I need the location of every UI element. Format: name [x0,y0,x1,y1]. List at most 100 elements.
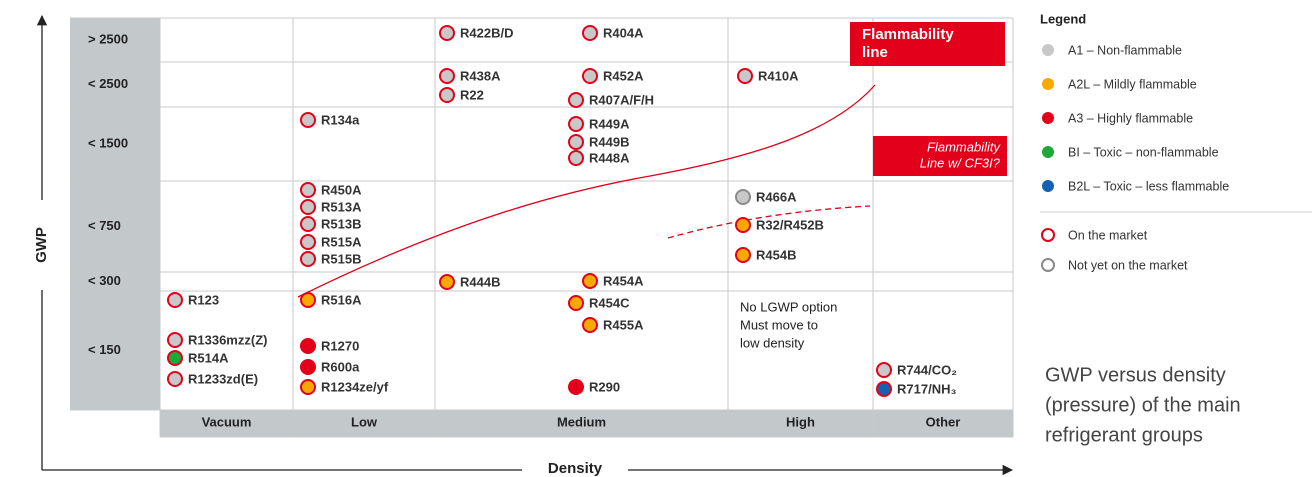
row-label: < 2500 [88,76,128,91]
refrigerant-marker [300,359,316,375]
legend-dot [1042,44,1054,56]
refrigerant-marker [582,273,598,289]
refrigerant-label: R600a [321,359,360,374]
note: No LGWP option [740,299,837,314]
refrigerant-label: R466A [756,189,797,204]
refrigerant-marker [568,116,584,132]
legend-label: A1 – Non-flammable [1068,43,1182,57]
callout-text: Flammability [927,139,1001,154]
refrigerant-marker [876,381,892,397]
x-axis-label: Density [548,460,603,477]
refrigerant-label: R515A [321,234,362,249]
refrigerant-label: R404A [603,25,644,40]
refrigerant-marker [439,274,455,290]
refrigerant-marker [439,87,455,103]
refrigerant-marker [735,217,751,233]
refrigerant-marker [439,68,455,84]
refrigerant-marker [300,379,316,395]
callout-text: Line w/ CF3I? [920,155,1001,170]
refrigerant-label: R32/R452B [756,217,824,232]
refrigerant-label: R516A [321,292,362,307]
column-header-bg [160,410,1013,437]
refrigerant-label: R515B [321,251,361,266]
refrigerant-label: R454B [756,247,796,262]
callout-text: line [862,44,888,61]
refrigerant-label: R22 [460,87,484,102]
column-label: High [786,414,815,429]
refrigerant-marker [300,234,316,250]
refrigerant-label: R1336mzz(Z) [188,332,267,347]
column-label: Other [926,414,961,429]
refrigerant-marker [876,362,892,378]
refrigerant-marker [582,317,598,333]
note: low density [740,335,805,350]
refrigerant-label: R422B/D [460,25,513,40]
callout-text: Flammability [862,26,954,43]
refrigerant-label: R134a [321,112,360,127]
caption: refrigerant groups [1045,424,1203,446]
refrigerant-label: R449B [589,134,629,149]
refrigerant-marker [568,92,584,108]
refrigerant-marker [167,332,183,348]
refrigerant-label: R1270 [321,338,359,353]
legend-label: Not yet on the market [1068,258,1188,272]
refrigerant-label: R290 [589,379,620,394]
refrigerant-marker [568,134,584,150]
refrigerant-marker [300,199,316,215]
legend-title: Legend [1040,11,1086,26]
legend-label: A3 – Highly flammable [1068,111,1193,125]
refrigerant-marker [167,292,183,308]
legend-label: BI – Toxic – non-flammable [1068,145,1219,159]
refrigerant-marker [300,338,316,354]
refrigerant-marker [735,189,751,205]
refrigerant-marker [300,112,316,128]
column-label: Low [351,414,378,429]
grid [70,17,1014,438]
flammability-line [297,84,876,298]
refrigerant-label: R450A [321,182,362,197]
refrigerant-label: R123 [188,292,219,307]
refrigerant-marker [582,68,598,84]
refrigerant-marker [737,68,753,84]
legend-dot [1042,78,1054,90]
row-label: < 1500 [88,135,128,150]
refrigerant-marker [300,216,316,232]
refrigerant-label: R449A [589,116,630,131]
refrigerant-label: R1233zd(E) [188,371,258,386]
refrigerant-marker [300,251,316,267]
caption: GWP versus density [1045,364,1226,386]
column-label: Vacuum [202,414,252,429]
refrigerant-marker [439,25,455,41]
row-label: < 150 [88,342,121,357]
refrigerant-marker [167,350,183,366]
refrigerant-marker [568,295,584,311]
refrigerant-marker [568,150,584,166]
refrigerant-marker [300,292,316,308]
refrigerant-marker [167,371,183,387]
refrigerant-label: R448A [589,150,630,165]
legend-label: B2L – Toxic – less flammable [1068,179,1229,193]
refrigerant-label: R454C [589,295,630,310]
refrigerant-label: R513B [321,216,361,231]
y-axis-label: GWP [33,227,50,263]
row-header-bg [70,18,160,410]
flammability-callout [850,22,1005,66]
refrigerant-label: R717/NH₃ [897,381,956,396]
refrigerant-label: R744/CO₂ [897,362,957,377]
legend-dot [1042,180,1054,192]
row-label: < 300 [88,273,121,288]
legend-dot [1042,146,1054,158]
refrigerant-marker [735,247,751,263]
caption: (pressure) of the main [1045,394,1241,416]
refrigerant-label: R514A [188,350,229,365]
row-label: > 2500 [88,31,128,46]
refrigerant-label: R410A [758,68,799,83]
refrigerant-label: R455A [603,317,644,332]
legend-dot [1042,112,1054,124]
note: Must move to [740,317,818,332]
cf3i-line [667,205,871,239]
refrigerant-marker [568,379,584,395]
legend-label: A2L – Mildly flammable [1068,77,1197,91]
legend-ring [1041,258,1055,272]
